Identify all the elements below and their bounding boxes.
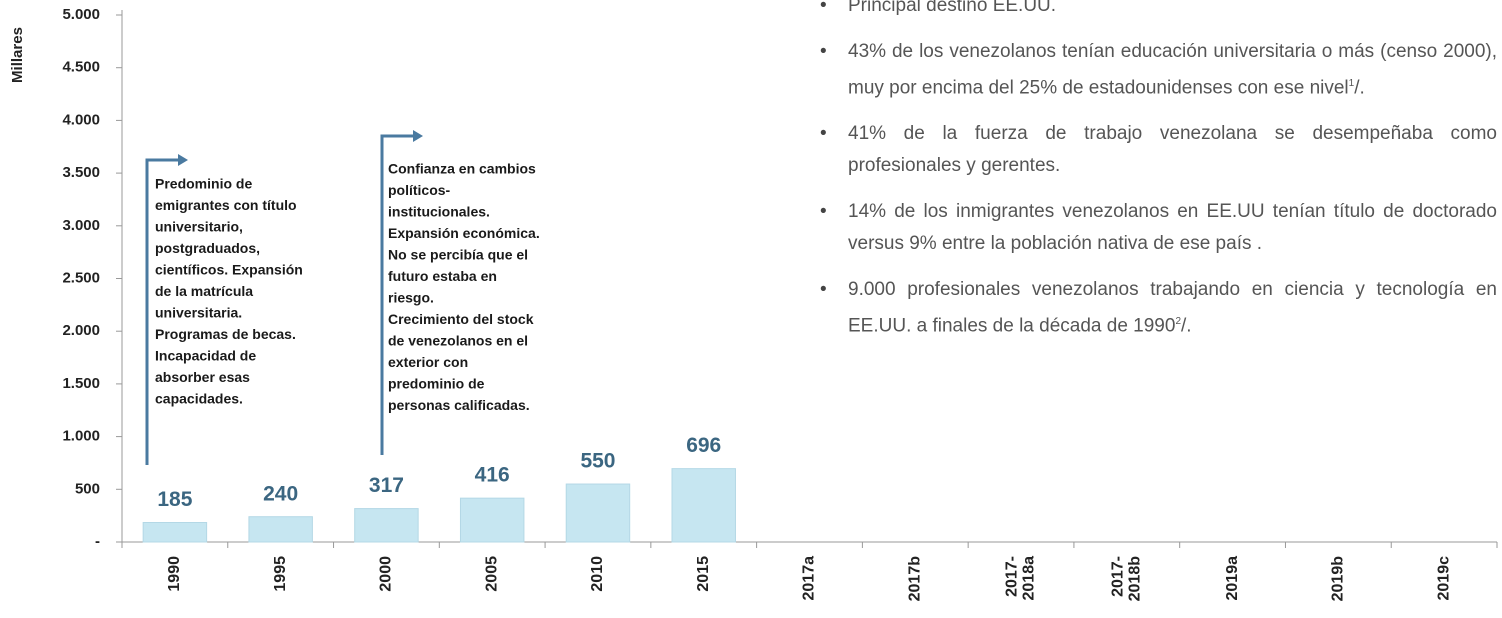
value-label: 416 (475, 464, 510, 487)
bullet-list: Principal destino EE.UU. 43% de los venez… (820, 0, 1497, 357)
annotation-line: capacidades. (155, 391, 243, 407)
x-tick-label: 2000 (378, 556, 395, 592)
annotation-line: postgraduados, (155, 240, 260, 256)
annotation-line: universitaria. (155, 305, 242, 321)
bullet-sup: 2 (1175, 316, 1182, 328)
arrowhead (413, 130, 423, 142)
annotation-line: emigrantes con título (155, 197, 297, 213)
bar (354, 508, 419, 543)
x-tick-label: 2019b (1330, 556, 1347, 602)
value-label: 317 (369, 474, 404, 497)
annotation-line: futuro estaba en (388, 268, 497, 284)
y-tick-label: 3.500 (62, 164, 100, 181)
bullet-tail: /. (1354, 77, 1365, 99)
annotation-line: personas calificadas. (388, 397, 530, 413)
bar (565, 483, 631, 543)
annotation-line: políticos- (388, 182, 451, 198)
y-tick-label: 5.000 (62, 6, 100, 23)
x-tick-label: 1990 (166, 556, 183, 592)
x-tick-label: 2017a (801, 556, 818, 601)
annotation-line: No se percibía que el (388, 247, 528, 263)
x-tick-label: 2019a (1224, 556, 1241, 601)
bar (248, 516, 313, 543)
annotation-line: absorber esas (155, 369, 250, 385)
bullet: 41% de la fuerza de trabajo venezolana s… (820, 118, 1497, 182)
bullet: 43% de los venezolanos tenían educación … (820, 36, 1497, 104)
bullet-text: Principal destino EE.UU. (848, 0, 1057, 16)
y-tick-label: 500 (75, 480, 100, 497)
bullet-sup: 1 (1348, 78, 1355, 89)
y-tick-label: 1.500 (62, 375, 100, 392)
annotation-line: de venezolanos en el (388, 333, 528, 349)
annotation-arrow (145, 158, 178, 465)
arrowhead (178, 154, 188, 166)
annotation-line: institucionales. (388, 204, 490, 220)
value-label: 696 (686, 434, 721, 457)
x-tick-label: 2017-2018a (1004, 556, 1038, 601)
x-tick-label: 2010 (589, 556, 606, 592)
bar (142, 522, 208, 543)
x-tick-label: 2017b (906, 556, 923, 602)
bullet: 9.000 profesionales venezolanos trabajan… (820, 274, 1497, 342)
value-label: 240 (263, 482, 298, 505)
y-tick-label: 3.000 (62, 217, 100, 234)
annotation-arrow (380, 134, 413, 455)
annotation-line: exterior con (388, 354, 468, 370)
annotation-line: Confianza en cambios (388, 161, 536, 177)
annotation-line: científicos. Expansión (155, 262, 303, 278)
y-tick-label: 2.500 (62, 269, 100, 286)
x-tick-label: 2017-2018b (1110, 556, 1144, 602)
bullet-text: 9.000 profesionales venezolanos trabajan… (848, 279, 1497, 337)
annotation-line: Crecimiento del stock (388, 311, 534, 327)
bar (671, 468, 736, 543)
annotation-line: Expansión económica. (388, 225, 540, 241)
value-label: 550 (580, 450, 615, 473)
x-tick-label: 2015 (695, 556, 712, 592)
annotation-line: universitario, (155, 219, 243, 235)
annotation-line: predominio de (388, 376, 485, 392)
x-tick-label: 2005 (483, 556, 500, 592)
y-tick-label: 4.500 (62, 59, 100, 76)
value-label: 185 (157, 488, 192, 511)
bar (459, 497, 525, 543)
y-axis-label: Millares (9, 27, 26, 83)
y-tick-label: - (95, 533, 100, 550)
annotation-line: Predominio de (155, 176, 252, 192)
x-tick-label: 1995 (272, 556, 289, 592)
y-tick-label: 2.000 (62, 322, 100, 339)
bullet-tail: /. (1181, 315, 1192, 337)
x-tick-label: 2019c (1435, 556, 1452, 601)
y-tick-label: 1.000 (62, 428, 100, 445)
annotation-line: Programas de becas. (155, 326, 296, 342)
annotation-line: riesgo. (388, 290, 434, 306)
bullet-text: 43% de los venezolanos tenían educación … (848, 41, 1497, 99)
bullet-text: 41% de la fuerza de trabajo venezolana s… (848, 123, 1497, 177)
bullet-text: 14% de los inmigrantes venezolanos en EE… (848, 201, 1497, 255)
annotation-line: de la matrícula (155, 283, 253, 299)
bullet: 14% de los inmigrantes venezolanos en EE… (820, 196, 1497, 260)
y-tick-label: 4.000 (62, 111, 100, 128)
annotation-line: Incapacidad de (155, 348, 256, 364)
bullet: Principal destino EE.UU. (820, 0, 1497, 22)
